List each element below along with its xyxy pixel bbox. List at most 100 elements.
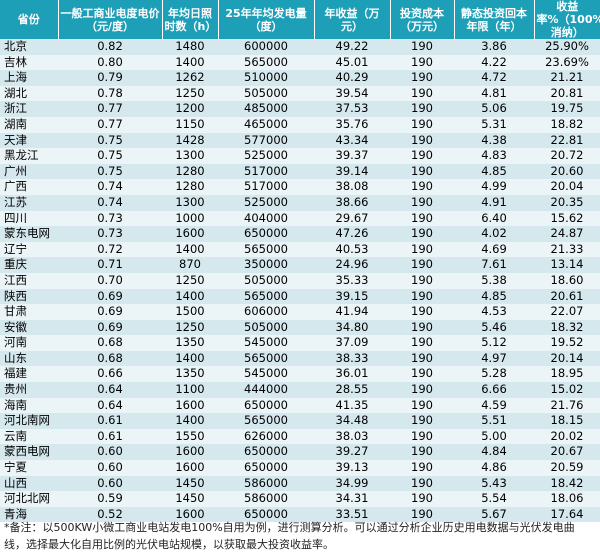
cell-annual-generation: 650000 (218, 506, 314, 523)
cell-yield-rate: 20.67 (534, 444, 600, 461)
cell-yield-rate: 20.35 (534, 194, 600, 211)
cell-annual-generation: 565000 (218, 413, 314, 429)
cell-investment-cost: 190 (390, 257, 454, 273)
cell-payback-years: 5.12 (454, 335, 534, 351)
cell-investment-cost: 190 (390, 132, 454, 149)
cell-electricity-price: 0.74 (58, 194, 162, 211)
cell-annual-generation: 565000 (218, 54, 314, 71)
cell-sunshine-hours: 1250 (162, 85, 218, 102)
header-annual-revenue: 年收益（万元） (314, 0, 391, 39)
cell-yield-rate: 20.02 (534, 428, 600, 445)
cell-payback-years: 4.72 (454, 70, 534, 86)
cell-annual-revenue: 34.80 (314, 319, 390, 336)
cell-annual-revenue: 39.14 (314, 163, 390, 180)
cell-sunshine-hours: 1100 (162, 382, 218, 398)
cell-annual-generation: 350000 (218, 257, 314, 273)
table-row: 宁夏 0.60 1600 650000 39.13 190 4.86 20.59 (0, 460, 600, 476)
table-row: 海南 0.64 1600 650000 41.35 190 4.59 21.76 (0, 397, 600, 414)
cell-payback-years: 5.31 (454, 116, 534, 133)
cell-electricity-price: 0.66 (58, 366, 162, 383)
cell-electricity-price: 0.68 (58, 350, 162, 367)
cell-yield-rate: 17.64 (534, 506, 600, 523)
cell-province: 蒙西电网 (0, 444, 58, 461)
cell-payback-years: 6.66 (454, 382, 534, 398)
cell-annual-generation: 650000 (218, 226, 314, 242)
table-row: 河南 0.68 1350 545000 37.09 190 5.12 19.52 (0, 335, 600, 351)
cell-annual-generation: 626000 (218, 428, 314, 445)
cell-annual-revenue: 36.01 (314, 366, 390, 383)
cell-annual-revenue: 45.01 (314, 54, 390, 71)
header-row: 省份 一般工商业电度电价（元/度） 年均日照时数（h） 25年年均发电量（度） … (0, 0, 600, 39)
cell-payback-years: 4.53 (454, 304, 534, 320)
cell-investment-cost: 190 (390, 210, 454, 227)
cell-investment-cost: 190 (390, 241, 454, 258)
table-row: 青海 0.52 1600 650000 33.51 190 5.67 17.64 (0, 506, 600, 523)
header-yield-rate: 收益率%（100%消纳） (534, 0, 600, 39)
table-body: 北京 0.82 1480 600000 49.22 190 3.86 25.90% 吉林 0.80… (0, 39, 600, 523)
cell-sunshine-hours: 1300 (162, 148, 218, 164)
table-row: 福建 0.66 1350 545000 36.01 190 5.28 18.95 (0, 366, 600, 383)
cell-electricity-price: 0.52 (58, 506, 162, 523)
cell-yield-rate: 18.60 (534, 272, 600, 289)
cell-electricity-price: 0.75 (58, 148, 162, 164)
table-row: 辽宁 0.72 1400 565000 40.53 190 4.69 21.33 (0, 241, 600, 258)
cell-sunshine-hours: 1280 (162, 179, 218, 195)
cell-annual-revenue: 34.48 (314, 413, 390, 429)
cell-province: 安徽 (0, 319, 58, 336)
cell-sunshine-hours: 1300 (162, 194, 218, 211)
cell-yield-rate: 19.75 (534, 101, 600, 117)
cell-yield-rate: 23.69% (534, 54, 600, 71)
table-row: 甘肃 0.69 1500 606000 41.94 190 4.53 22.07 (0, 304, 600, 320)
cell-annual-generation: 565000 (218, 241, 314, 258)
header-annual-generation: 25年年均发电量（度） (218, 0, 315, 39)
cell-annual-revenue: 38.33 (314, 350, 390, 367)
cell-investment-cost: 190 (390, 272, 454, 289)
cell-investment-cost: 190 (390, 163, 454, 180)
table-row: 安徽 0.69 1250 505000 34.80 190 5.46 18.32 (0, 319, 600, 336)
cell-annual-generation: 577000 (218, 132, 314, 149)
cell-sunshine-hours: 1600 (162, 397, 218, 414)
cell-province: 湖北 (0, 85, 58, 102)
cell-province: 四川 (0, 210, 58, 227)
cell-annual-revenue: 49.22 (314, 39, 390, 55)
cell-yield-rate: 18.32 (534, 319, 600, 336)
cell-investment-cost: 190 (390, 226, 454, 242)
table-row: 蒙东电网 0.73 1600 650000 47.26 190 4.02 24.87 (0, 226, 600, 242)
cell-payback-years: 4.99 (454, 179, 534, 195)
cell-investment-cost: 190 (390, 366, 454, 383)
table-row: 北京 0.82 1480 600000 49.22 190 3.86 25.90% (0, 39, 600, 55)
cell-payback-years: 4.59 (454, 397, 534, 414)
cell-electricity-price: 0.70 (58, 272, 162, 289)
cell-annual-generation: 505000 (218, 272, 314, 289)
cell-annual-generation: 404000 (218, 210, 314, 227)
table-row: 重庆 0.71 870 350000 24.96 190 7.61 13.14 (0, 257, 600, 273)
cell-yield-rate: 15.62 (534, 210, 600, 227)
cell-annual-revenue: 39.13 (314, 460, 390, 476)
cell-yield-rate: 22.07 (534, 304, 600, 320)
cell-annual-generation: 586000 (218, 491, 314, 507)
cell-annual-generation: 510000 (218, 70, 314, 86)
cell-province: 贵州 (0, 382, 58, 398)
cell-investment-cost: 190 (390, 304, 454, 320)
table-row: 山西 0.60 1450 586000 34.99 190 5.43 18.42 (0, 475, 600, 492)
cell-annual-generation: 650000 (218, 460, 314, 476)
cell-yield-rate: 20.59 (534, 460, 600, 476)
cell-payback-years: 4.85 (454, 163, 534, 180)
cell-investment-cost: 190 (390, 382, 454, 398)
header-investment-cost: 投资成本（万元） (390, 0, 455, 39)
cell-annual-revenue: 38.66 (314, 194, 390, 211)
cell-investment-cost: 190 (390, 335, 454, 351)
cell-investment-cost: 190 (390, 70, 454, 86)
cell-electricity-price: 0.74 (58, 179, 162, 195)
cell-annual-generation: 517000 (218, 179, 314, 195)
cell-payback-years: 6.40 (454, 210, 534, 227)
cell-sunshine-hours: 1600 (162, 444, 218, 461)
cell-payback-years: 4.02 (454, 226, 534, 242)
cell-electricity-price: 0.69 (58, 319, 162, 336)
cell-electricity-price: 0.64 (58, 382, 162, 398)
cell-annual-revenue: 39.37 (314, 148, 390, 164)
header-electricity-price: 一般工商业电度电价（元/度） (58, 0, 163, 39)
cell-annual-generation: 650000 (218, 397, 314, 414)
cell-annual-revenue: 38.08 (314, 179, 390, 195)
cell-yield-rate: 20.04 (534, 179, 600, 195)
